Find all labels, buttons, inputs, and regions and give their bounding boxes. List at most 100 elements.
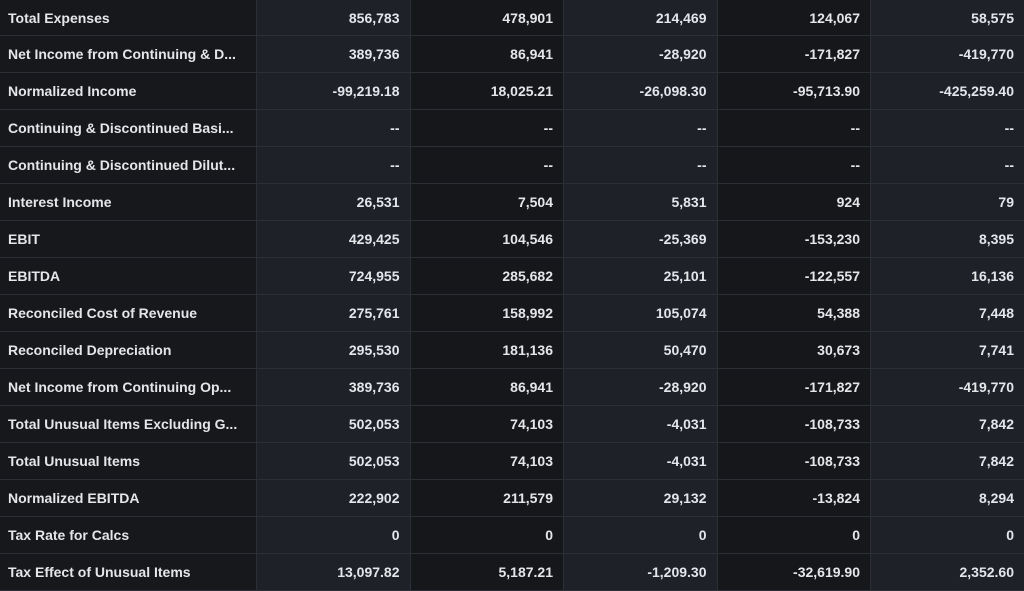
value-cell: -- [870,109,1024,147]
value-cell: 389,736 [256,35,411,73]
value-cell: -- [870,146,1024,184]
row-label: Total Expenses [0,0,257,36]
value-cell: 74,103 [409,442,564,480]
table-row: Net Income from Continuing Op... 389,736 8… [0,368,1024,406]
value-cell: -4,031 [563,405,718,443]
value-cell: 295,530 [256,331,411,369]
table-row: Continuing & Discontinued Dilut... -- -- --… [0,146,1024,184]
table-row: Total Expenses 856,783 478,901 214,469 124,0… [0,0,1024,36]
value-cell: 8,294 [870,479,1024,517]
value-cell: -4,031 [563,442,718,480]
value-cell: -26,098.30 [563,72,718,110]
value-cell: 79 [870,183,1024,221]
value-cell: 158,992 [409,294,564,332]
value-cell: -419,770 [870,35,1024,73]
row-label: Reconciled Depreciation [0,331,257,369]
value-cell: -122,557 [716,257,871,295]
value-cell: 856,783 [256,0,411,36]
value-cell: 105,074 [563,294,718,332]
value-cell: 2,352.60 [870,553,1024,591]
table-row: Tax Effect of Unusual Items 13,097.82 5,18… [0,553,1024,591]
row-label: Total Unusual Items Excluding G... [0,405,257,443]
row-label: Tax Effect of Unusual Items [0,553,257,591]
value-cell: 86,941 [409,368,564,406]
row-label: EBITDA [0,257,257,295]
value-cell: 26,531 [256,183,411,221]
table-row: Net Income from Continuing & D... 389,736… [0,35,1024,73]
value-cell: -- [256,146,411,184]
value-cell: 124,067 [716,0,871,36]
value-cell: 29,132 [563,479,718,517]
value-cell: 389,736 [256,368,411,406]
table-row: EBIT 429,425 104,546 -25,369 -153,230 8,395 [0,220,1024,258]
value-cell: 54,388 [716,294,871,332]
value-cell: 25,101 [563,257,718,295]
value-cell: 7,448 [870,294,1024,332]
value-cell: 0 [409,516,564,554]
row-label: Interest Income [0,183,257,221]
value-cell: 104,546 [409,220,564,258]
value-cell: -13,824 [716,479,871,517]
row-label: Normalized Income [0,72,257,110]
value-cell: 924 [716,183,871,221]
value-cell: 74,103 [409,405,564,443]
row-label: Net Income from Continuing & D... [0,35,257,73]
value-cell: 7,842 [870,405,1024,443]
value-cell: 0 [716,516,871,554]
value-cell: 285,682 [409,257,564,295]
value-cell: -419,770 [870,368,1024,406]
value-cell: 724,955 [256,257,411,295]
table-row: Reconciled Depreciation 295,530 181,136 50,… [0,331,1024,369]
value-cell: 7,504 [409,183,564,221]
value-cell: 7,842 [870,442,1024,480]
table-row: Normalized Income -99,219.18 18,025.21 -26,… [0,72,1024,110]
value-cell: 0 [563,516,718,554]
table-row: Interest Income 26,531 7,504 5,831 924 79 [0,183,1024,221]
value-cell: 18,025.21 [409,72,564,110]
row-label: Tax Rate for Calcs [0,516,257,554]
value-cell: -99,219.18 [256,72,411,110]
value-cell: -171,827 [716,368,871,406]
value-cell: 181,136 [409,331,564,369]
value-cell: 58,575 [870,0,1024,36]
value-cell: -- [409,109,564,147]
table-row: EBITDA 724,955 285,682 25,101 -122,557 16,136 [0,257,1024,295]
value-cell: -1,209.30 [563,553,718,591]
table-row: Total Unusual Items Excluding G... 502,05… [0,405,1024,443]
value-cell: -32,619.90 [716,553,871,591]
value-cell: -171,827 [716,35,871,73]
table-row: Total Unusual Items 502,053 74,103 -4,031 -1… [0,442,1024,480]
value-cell: -153,230 [716,220,871,258]
value-cell: 16,136 [870,257,1024,295]
value-cell: 502,053 [256,442,411,480]
value-cell: 50,470 [563,331,718,369]
value-cell: -108,733 [716,442,871,480]
value-cell: 86,941 [409,35,564,73]
table-row: Normalized EBITDA 222,902 211,579 29,132 -13… [0,479,1024,517]
table-row: Reconciled Cost of Revenue 275,761 158,992… [0,294,1024,332]
value-cell: 211,579 [409,479,564,517]
row-label: Continuing & Discontinued Basi... [0,109,257,147]
value-cell: 7,741 [870,331,1024,369]
value-cell: 30,673 [716,331,871,369]
value-cell: -108,733 [716,405,871,443]
value-cell: 13,097.82 [256,553,411,591]
row-label: Net Income from Continuing Op... [0,368,257,406]
value-cell: 0 [870,516,1024,554]
value-cell: -- [563,109,718,147]
row-label: Reconciled Cost of Revenue [0,294,257,332]
value-cell: 478,901 [409,0,564,36]
table-row: Continuing & Discontinued Basi... -- -- -- -… [0,109,1024,147]
table-row: Tax Rate for Calcs 0 0 0 0 0 [0,516,1024,554]
value-cell: -25,369 [563,220,718,258]
value-cell: -28,920 [563,35,718,73]
value-cell: -28,920 [563,368,718,406]
row-label: Normalized EBITDA [0,479,257,517]
value-cell: 5,187.21 [409,553,564,591]
value-cell: 0 [256,516,411,554]
value-cell: -95,713.90 [716,72,871,110]
value-cell: 275,761 [256,294,411,332]
value-cell: -- [563,146,718,184]
